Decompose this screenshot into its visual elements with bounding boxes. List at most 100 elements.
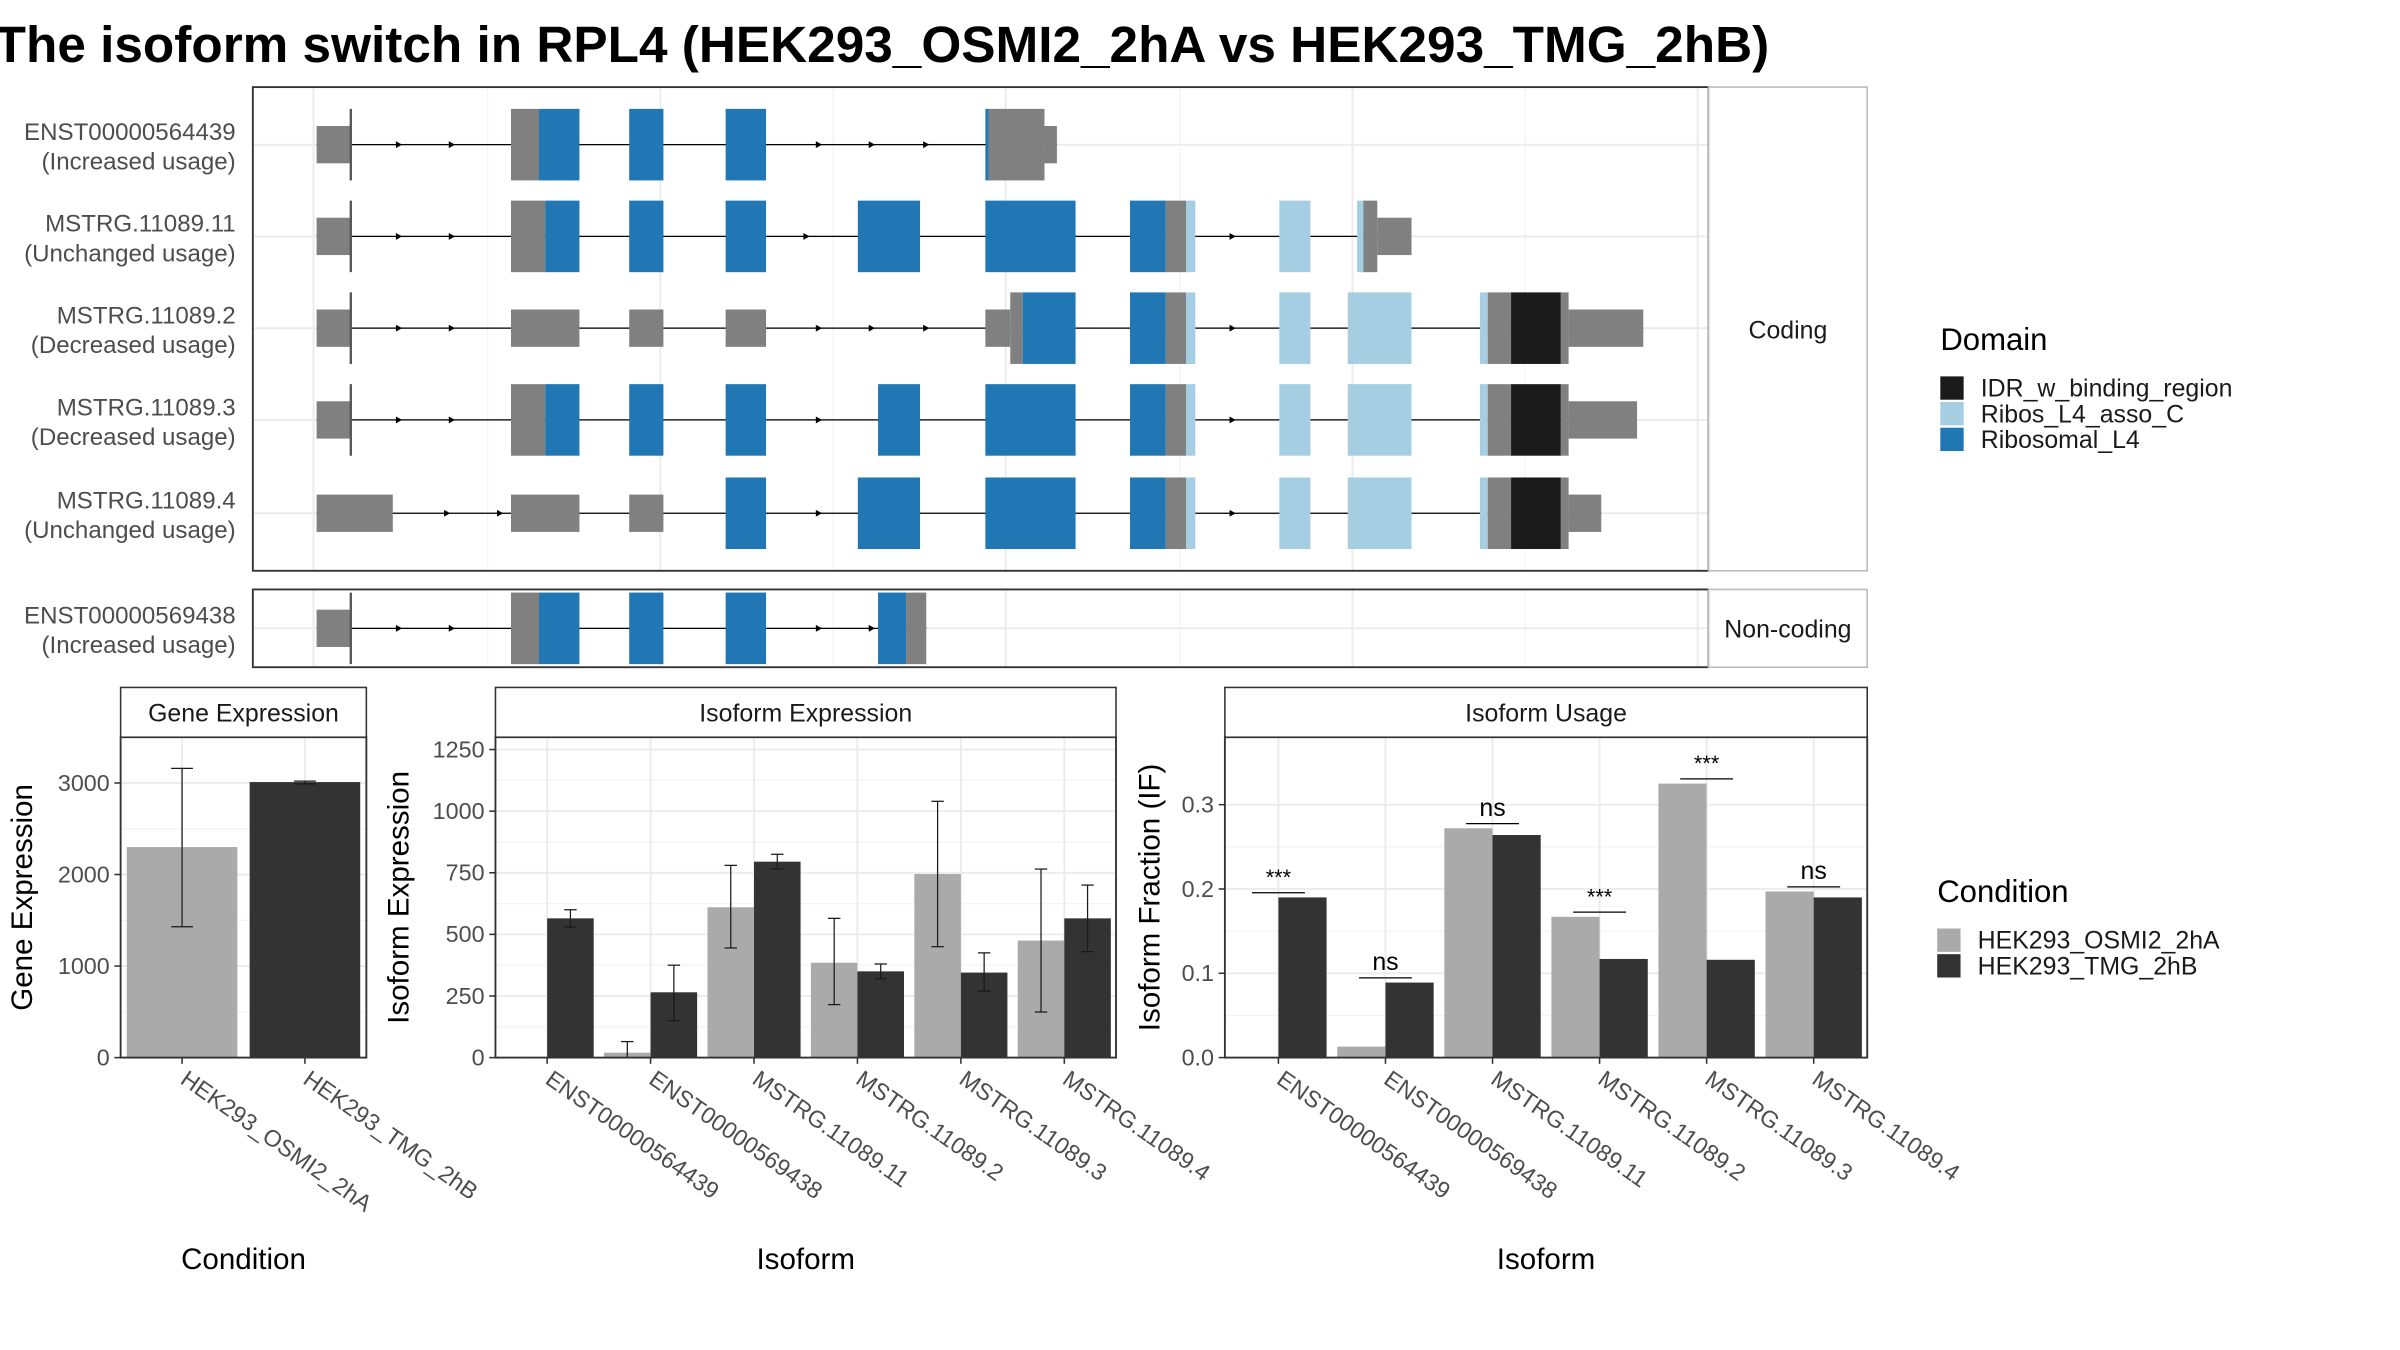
domain-legend: Domain IDR_w_binding_regionRibos_L4_asso_… [1940, 322, 2232, 454]
chart-strip [494, 686, 1117, 738]
domain-legend-title: Domain [1940, 322, 2047, 357]
transcript-name-label: ENST00000569438 [24, 603, 236, 630]
bar [1492, 835, 1541, 1058]
exon-utr [511, 309, 580, 347]
exon-utr [1560, 477, 1569, 550]
exon-utr [511, 592, 539, 665]
exon-ribosomal_l4 [725, 108, 767, 181]
domain-legend-label: Ribosomal_L4 [1981, 426, 2140, 454]
domain-legend-swatch [1940, 402, 1964, 426]
significance-label: *** [1694, 751, 1720, 776]
exon-utr [629, 494, 664, 532]
y-axis-label: Isoform Fraction (IF) [1134, 764, 1167, 1032]
exon-utr [511, 384, 546, 456]
exon-ribos_l4_asso_c [1357, 200, 1364, 273]
condition-legend-label: HEK293_TMG_2hB [1978, 952, 2198, 980]
exon-ribos_l4_asso_c [1186, 477, 1196, 550]
transcript-row: MSTRG.11089.11(Unchanged usage) [24, 200, 1412, 273]
exon-utr [316, 401, 351, 439]
exon-ribosomal_l4 [538, 108, 580, 181]
y-tick-label: 0.1 [1182, 960, 1214, 986]
chart-title: Isoform Usage [1465, 700, 1627, 728]
exon-utr [1560, 384, 1569, 456]
exon-utr [1165, 384, 1187, 456]
strand-arrow [1229, 509, 1236, 517]
exon-utr [316, 494, 393, 532]
exon-utr [316, 125, 351, 164]
strand-arrow [395, 324, 403, 332]
bar [1813, 897, 1862, 1058]
exon-utr [511, 494, 580, 532]
exon-ribosomal_l4 [725, 477, 767, 550]
x-axis-label: Isoform [756, 1243, 855, 1276]
domain-legend-swatch [1940, 376, 1964, 400]
strand-arrow [815, 416, 823, 424]
y-tick-label: 750 [446, 860, 485, 886]
significance-label: ns [1801, 857, 1827, 885]
x-axis-label: Condition [181, 1243, 306, 1276]
domain-legend-swatch [1940, 427, 1964, 452]
exon-ribosomal_l4 [545, 384, 580, 456]
bar [1658, 783, 1707, 1058]
y-tick-label: 1000 [58, 953, 110, 979]
strand-arrow [815, 509, 823, 517]
exon-ribosomal_l4 [1130, 477, 1166, 550]
exon-ribosomal_l4 [538, 592, 580, 665]
strand-arrow [448, 324, 456, 332]
bar [1385, 982, 1434, 1058]
strand-arrow [923, 324, 930, 332]
strand-arrow [448, 141, 456, 149]
plot-area [1224, 737, 1868, 1058]
coding-strip [1707, 86, 1869, 572]
exon-ribos_l4_asso_c [1279, 477, 1311, 550]
exon-ribos_l4_asso_c [1347, 477, 1412, 550]
exon-ribosomal_l4 [545, 200, 580, 273]
exon-ribos_l4_asso_c [1279, 292, 1311, 364]
x-tick-label: ENST00000564439 [1272, 1065, 1455, 1204]
exon-ribosomal_l4 [629, 592, 664, 665]
strand-arrow [1229, 232, 1236, 240]
bar [1706, 959, 1755, 1058]
exon-ribosomal_l4 [1130, 384, 1166, 456]
legends: Domain IDR_w_binding_regionRibos_L4_asso_… [1937, 322, 2232, 980]
exon-ribosomal_l4 [985, 384, 1076, 456]
coding-panel: ENST00000564439 (Increased usage) MSTRG.11… [24, 86, 1869, 572]
figure-title: The isoform switch in RPL4 (HEK293_OSMI2… [0, 16, 1769, 73]
strand-arrow [815, 141, 823, 149]
bar [754, 861, 801, 1058]
exon-ribos_l4_asso_c [1279, 384, 1311, 456]
bar [1444, 828, 1493, 1058]
exon-utr [1377, 217, 1412, 256]
strand-arrow [803, 232, 810, 240]
transcript-row: MSTRG.11089.2(Decreased usage) [31, 292, 1644, 364]
strand-arrow [395, 141, 403, 149]
exon-ribosomal_l4 [985, 477, 1076, 550]
transcript-status-label: (Unchanged usage) [24, 517, 236, 544]
chart-strip [1224, 686, 1869, 738]
transcript-name-label: ENST00000564439 [24, 119, 236, 146]
bar-charts: Gene Expression0100020003000HEK293_OSMI2… [6, 686, 1965, 1276]
y-tick-label: 0 [472, 1044, 485, 1070]
exon-utr [1165, 200, 1187, 273]
x-axis-label: Isoform [1497, 1243, 1596, 1276]
transcript-row: MSTRG.11089.3 (Decreased usage) [31, 384, 1638, 456]
exon-ribosomal_l4 [878, 592, 907, 665]
coding-strip-label: Coding [1748, 316, 1827, 344]
y-tick-label: 1250 [433, 736, 485, 762]
exon-utr [1165, 477, 1187, 550]
exon-ribosomal_l4 [985, 108, 989, 181]
x-tick-label: ENST00000569438 [645, 1065, 828, 1204]
plot-area [495, 737, 1117, 1058]
strand-arrow [923, 141, 930, 149]
exon-ribosomal_l4 [1130, 200, 1166, 273]
bar [1337, 1046, 1386, 1058]
exon-ribos_l4_asso_c [1479, 292, 1488, 364]
strand-arrow [448, 416, 456, 424]
chart-2: *** ns ns *** *** ns Isoform Usage 0.0 0.1 0.2 0.3… [1134, 686, 1965, 1276]
exon-utr [1568, 494, 1602, 532]
transcript-status-label: (Unchanged usage) [24, 240, 236, 267]
noncoding-panel: ENST00000569438(Increased usage) Non-codi… [24, 588, 1869, 669]
chart-title: Gene Expression [148, 700, 339, 728]
